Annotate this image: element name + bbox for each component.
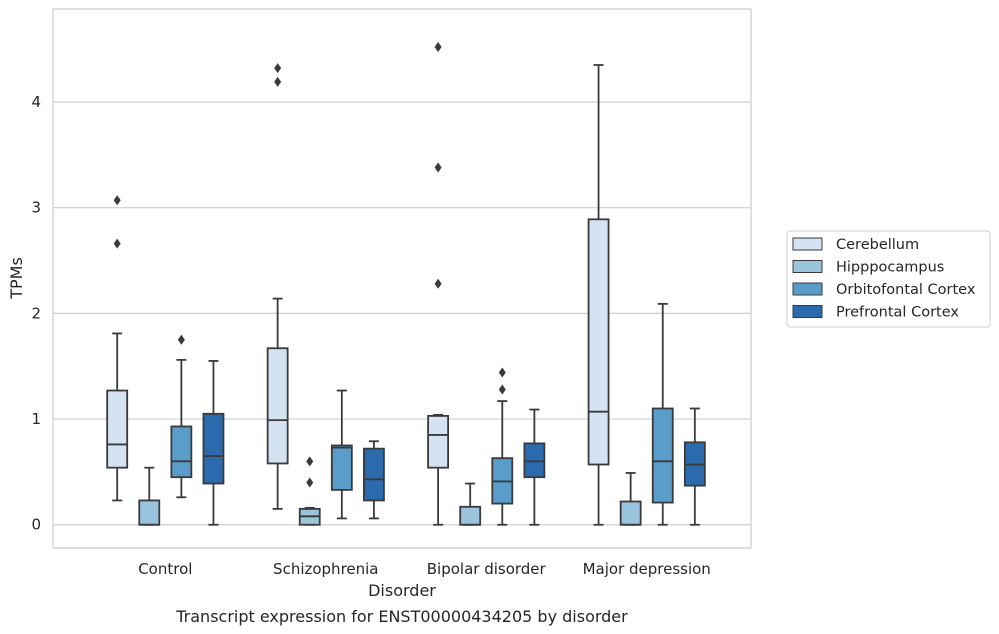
box-iqr (170, 425, 193, 479)
y-tick-label: 3 (31, 199, 41, 217)
outlier-point (498, 367, 506, 378)
x-tick-label: Bipolar disorder (427, 560, 547, 578)
legend-label: Hipppocampus (836, 260, 944, 276)
plot-background (53, 9, 751, 548)
box-plot (170, 334, 193, 499)
chart-caption: Transcript expression for ENST0000043420… (175, 607, 628, 626)
box-iqr (106, 389, 129, 469)
box-plot (651, 302, 674, 526)
box-plot (363, 440, 385, 520)
box-plot (106, 195, 129, 502)
box-iqr (459, 505, 482, 526)
outlier-point (498, 384, 506, 395)
box-plot (298, 456, 321, 526)
box-plot (427, 42, 450, 526)
outlier-point (434, 278, 442, 289)
x-tick-label: Schizophrenia (273, 560, 378, 578)
box-plot (683, 407, 706, 526)
outlier-point (434, 162, 442, 173)
box-iqr (266, 347, 289, 465)
outlier-point (274, 76, 282, 87)
box-plot (330, 389, 353, 520)
outlier-point (274, 63, 282, 74)
box-plot (523, 408, 546, 526)
box-plot (138, 466, 161, 526)
box-iqr (523, 442, 546, 479)
box-plot (587, 64, 610, 526)
legend-label: Cerebellum (836, 237, 919, 253)
box-iqr (651, 407, 674, 504)
box-plot (202, 360, 225, 526)
box-plot (266, 63, 289, 510)
box-iqr (363, 447, 385, 502)
box-iqr (587, 218, 610, 466)
box-plot (491, 367, 514, 526)
y-tick-label: 4 (31, 93, 41, 111)
box-iqr (619, 500, 642, 526)
y-axis-label: TPMs (7, 257, 26, 300)
x-tick-labels: Control Schizophrenia Bipolar disorder Majo… (138, 560, 711, 578)
outlier-point (177, 334, 185, 345)
outlier-point (306, 477, 314, 488)
box-plots (106, 42, 706, 526)
box-iqr (202, 412, 225, 485)
legend: Cerebellum Hipppocampus Orbitofontal Corte… (786, 230, 991, 328)
box-iqr (427, 414, 450, 469)
y-tick-label: 1 (31, 410, 41, 428)
x-tick-label: Major depression (583, 560, 711, 578)
legend-swatch (792, 260, 823, 273)
outlier-point (434, 42, 442, 53)
outlier-point (113, 238, 121, 249)
x-axis-label: Disorder (368, 581, 436, 600)
box-plot (619, 472, 642, 526)
legend-label: Prefrontal Cortex (836, 305, 959, 321)
x-tick-label: Control (138, 560, 192, 578)
y-tick-label: 2 (31, 304, 41, 322)
outlier-point (113, 195, 121, 206)
legend-swatch (792, 305, 823, 318)
outlier-point (306, 456, 314, 467)
plot-frame (52, 8, 752, 549)
y-tick-labels: 0 1 2 3 4 (31, 93, 41, 534)
legend-swatch (792, 237, 823, 251)
legend-label: Orbitofontal Cortex (836, 282, 976, 298)
box-plot (459, 482, 482, 526)
y-tick-label: 0 (31, 516, 41, 534)
box-iqr (138, 499, 161, 526)
legend-frame (786, 230, 991, 328)
box-iqr (330, 444, 353, 491)
legend-swatch (792, 282, 823, 296)
